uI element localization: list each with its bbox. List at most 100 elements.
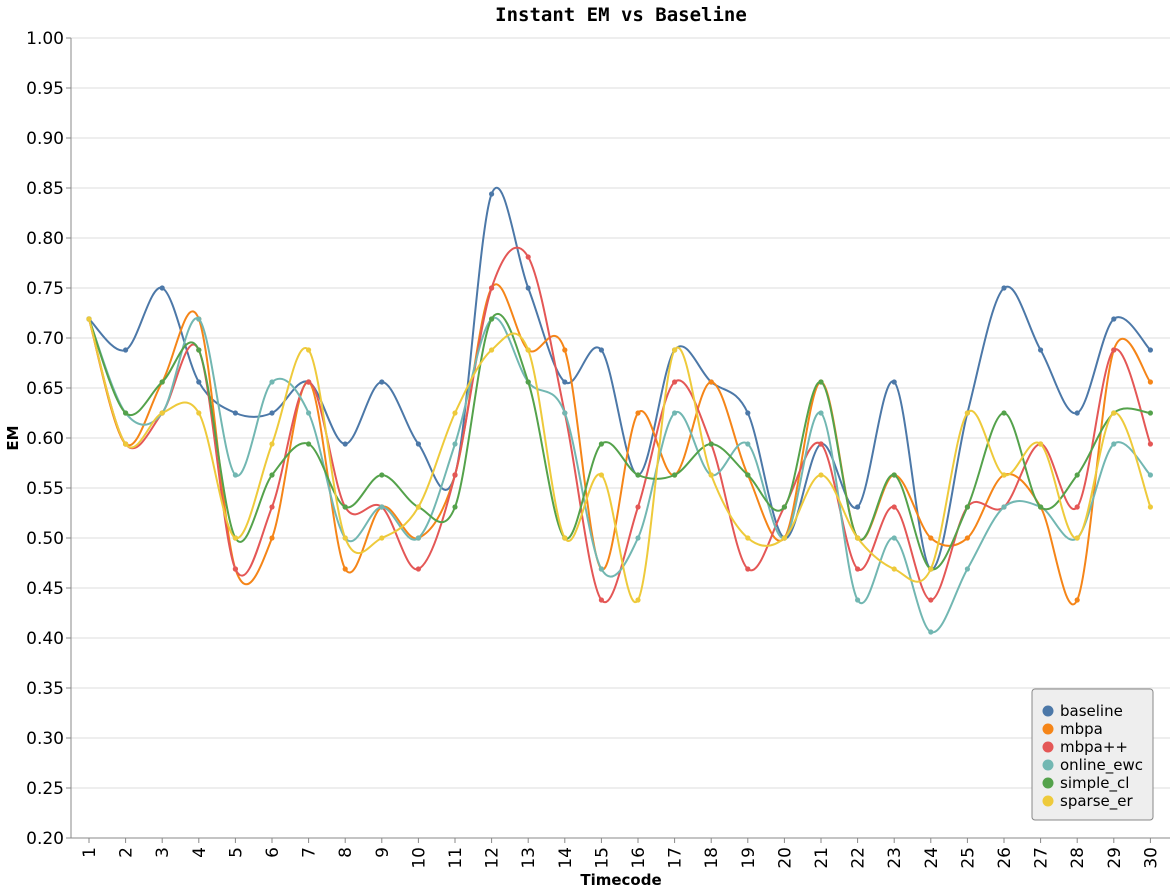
data-point-sparse_er: [818, 472, 824, 478]
data-point-online_ewc: [452, 441, 458, 447]
data-point-mbpa++: [1111, 347, 1117, 353]
x-tick-label: 20: [775, 847, 795, 869]
data-point-simple_cl: [1074, 472, 1080, 478]
data-point-baseline: [598, 347, 605, 353]
data-point-baseline: [525, 285, 531, 291]
data-point-mbpa++: [232, 566, 238, 572]
data-point-baseline: [123, 347, 129, 353]
data-point-baseline: [196, 379, 202, 385]
data-point-simple_cl: [598, 441, 605, 447]
data-point-simple_cl: [891, 472, 897, 478]
data-point-baseline: [159, 285, 165, 291]
data-point-online_ewc: [745, 441, 751, 447]
y-tick-label: 0.70: [26, 329, 64, 349]
x-tick-label: 25: [958, 847, 978, 869]
x-tick-label: 2: [117, 847, 137, 858]
y-tick-label: 0.95: [26, 79, 64, 99]
x-tick-label: 8: [336, 847, 356, 858]
data-point-online_ewc: [196, 316, 202, 322]
data-point-baseline: [1111, 316, 1117, 322]
x-tick-label: 16: [629, 847, 649, 869]
series-sparse_er: [86, 316, 1153, 604]
data-point-simple_cl: [1001, 410, 1007, 416]
data-point-baseline: [342, 441, 348, 447]
data-point-simple_cl: [745, 472, 751, 478]
y-tick-label: 0.50: [26, 529, 64, 549]
data-point-baseline: [855, 504, 861, 510]
legend-label-simple_cl: simple_cl: [1060, 774, 1129, 793]
x-tick-label: 18: [702, 847, 722, 869]
data-point-simple_cl: [818, 379, 824, 385]
data-point-sparse_er: [964, 410, 971, 416]
data-point-mbpa: [928, 535, 934, 541]
x-tick-label: 4: [190, 847, 210, 858]
data-point-mbpa++: [452, 472, 458, 478]
data-point-online_ewc: [306, 410, 312, 416]
x-tick-label: 30: [1141, 847, 1161, 869]
data-point-mbpa: [1147, 379, 1153, 385]
legend-swatch-simple_cl: [1042, 777, 1054, 789]
x-tick-label: 6: [263, 847, 283, 858]
data-point-sparse_er: [1001, 472, 1007, 478]
data-point-sparse_er: [672, 347, 678, 353]
x-tick-label: 12: [483, 847, 503, 869]
data-point-baseline: [1001, 285, 1007, 291]
data-point-sparse_er: [196, 410, 202, 416]
x-tick-label: 13: [519, 847, 539, 869]
x-tick-label: 27: [1032, 847, 1052, 869]
data-point-mbpa++: [1147, 441, 1153, 447]
y-axis: 0.20 0.25 0.30 0.35 0.40 0.45 0.50 0.55 0.60 0.65…: [26, 29, 72, 849]
data-point-baseline: [232, 410, 238, 416]
series-simple_cl: [86, 312, 1153, 572]
y-tick-label: 1.00: [26, 29, 64, 49]
data-point-simple_cl: [269, 472, 275, 478]
legend-label-sparse_er: sparse_er: [1060, 792, 1133, 811]
data-point-sparse_er: [232, 535, 238, 541]
data-point-online_ewc: [855, 597, 861, 603]
data-point-online_ewc: [818, 410, 824, 416]
data-point-mbpa++: [525, 254, 531, 260]
y-tick-label: 0.30: [26, 729, 64, 749]
data-point-sparse_er: [1074, 535, 1080, 541]
data-point-sparse_er: [745, 535, 751, 541]
data-point-sparse_er: [415, 504, 421, 510]
y-tick-label: 0.25: [26, 779, 64, 799]
data-point-sparse_er: [928, 566, 934, 572]
legend-box: [1031, 688, 1154, 821]
legend-swatch-sparse_er: [1042, 795, 1054, 807]
legend-swatch-online_ewc: [1042, 759, 1054, 771]
data-point-mbpa++: [745, 566, 751, 572]
data-point-baseline: [489, 191, 495, 197]
data-point-simple_cl: [159, 379, 165, 385]
legend-label-online_ewc: online_ewc: [1060, 756, 1143, 775]
data-point-online_ewc: [562, 410, 568, 416]
data-point-online_ewc: [672, 410, 678, 416]
data-point-baseline: [269, 410, 275, 416]
data-point-baseline: [562, 379, 568, 385]
data-point-sparse_er: [1038, 441, 1044, 447]
data-point-simple_cl: [1038, 504, 1044, 510]
series-baseline: [86, 186, 1153, 572]
data-point-online_ewc: [1001, 504, 1007, 510]
series-line-baseline: [88, 186, 1152, 571]
data-point-simple_cl: [196, 347, 202, 353]
x-tick-label: 9: [373, 847, 393, 858]
data-point-mbpa++: [269, 504, 275, 510]
data-point-sparse_er: [306, 347, 312, 353]
data-point-sparse_er: [342, 535, 348, 541]
data-point-baseline: [745, 410, 751, 416]
data-point-sparse_er: [489, 347, 495, 353]
y-tick-label: 0.85: [26, 179, 64, 199]
data-point-sparse_er: [635, 597, 641, 603]
data-point-baseline: [891, 379, 897, 385]
data-point-sparse_er: [855, 535, 861, 541]
y-tick-label: 0.90: [26, 129, 64, 149]
y-tick-label: 0.75: [26, 279, 64, 299]
data-point-mbpa++: [891, 504, 897, 510]
data-point-simple_cl: [708, 441, 714, 447]
x-axis: 1 2 3 4 5 6 7 8 9 10 11 12 13 14 15 16 17 18 19 20 21 22 23 24 2…: [71, 837, 1170, 869]
data-point-online_ewc: [232, 472, 238, 478]
data-point-sparse_er: [1111, 410, 1117, 416]
data-point-mbpa++: [635, 504, 641, 510]
